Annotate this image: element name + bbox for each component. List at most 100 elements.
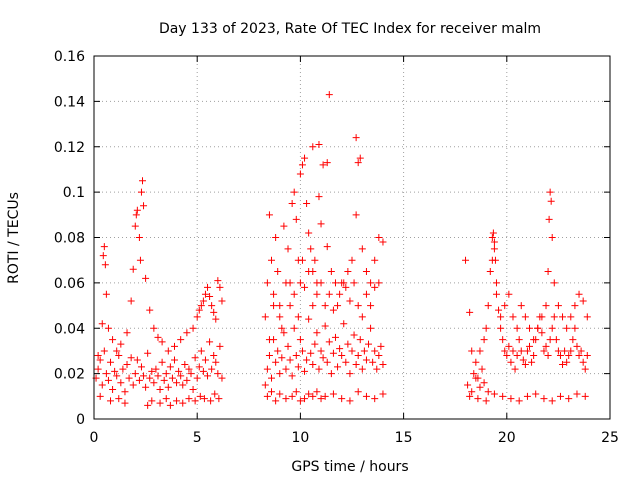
data-point	[583, 313, 591, 321]
data-point	[298, 347, 306, 355]
data-point	[109, 336, 117, 344]
data-point	[540, 395, 548, 403]
data-point	[274, 268, 282, 276]
data-point	[305, 268, 313, 276]
data-point	[546, 188, 554, 196]
data-point	[503, 351, 511, 359]
data-point	[185, 395, 193, 403]
data-point	[338, 279, 346, 287]
data-point	[196, 392, 204, 400]
data-point	[292, 351, 300, 359]
data-point	[371, 395, 379, 403]
data-point	[495, 306, 503, 314]
data-point	[133, 356, 141, 364]
data-point	[164, 347, 172, 355]
data-point	[546, 336, 554, 344]
data-point	[317, 347, 325, 355]
data-point	[107, 397, 115, 405]
data-point	[489, 229, 497, 237]
data-point	[177, 372, 185, 380]
data-point	[183, 329, 191, 337]
data-point	[311, 256, 319, 264]
data-point	[282, 395, 290, 403]
data-point	[96, 392, 104, 400]
axis-ticks	[93, 55, 611, 420]
data-point	[123, 329, 131, 337]
data-point	[482, 397, 490, 405]
data-point	[540, 347, 548, 355]
data-point	[472, 358, 480, 366]
data-point	[371, 283, 379, 291]
data-point	[325, 91, 333, 99]
data-point	[313, 388, 321, 396]
data-point	[208, 302, 216, 310]
data-point	[462, 256, 470, 264]
data-point	[156, 399, 164, 407]
grid-lines	[94, 56, 610, 419]
data-point	[212, 315, 220, 323]
data-point	[206, 338, 214, 346]
x-tick-label: 0	[90, 430, 99, 446]
y-axis-label: ROTI / TECUs	[6, 192, 22, 284]
data-point	[358, 313, 366, 321]
data-point	[286, 302, 294, 310]
data-point	[534, 324, 542, 332]
data-point	[303, 199, 311, 207]
data-point	[268, 256, 276, 264]
data-point	[488, 234, 496, 241]
data-point	[272, 234, 280, 241]
data-point	[362, 392, 370, 400]
data-point	[137, 363, 145, 371]
data-point	[96, 356, 104, 364]
data-point	[98, 381, 106, 389]
data-point	[342, 283, 350, 291]
data-point	[552, 336, 560, 344]
data-point	[371, 347, 379, 355]
data-point	[99, 252, 107, 260]
data-point	[160, 376, 168, 384]
data-point	[319, 161, 327, 169]
data-point	[365, 340, 373, 348]
data-point	[334, 363, 342, 371]
data-point	[329, 306, 337, 314]
data-point	[278, 324, 286, 332]
data-point	[288, 392, 296, 400]
data-point	[338, 351, 346, 359]
data-point	[125, 374, 133, 382]
x-tick-labels: 0 5 10 15 20 25	[90, 430, 619, 446]
data-point	[571, 324, 579, 332]
data-point	[301, 154, 309, 162]
data-point	[272, 397, 280, 405]
data-point	[276, 302, 284, 310]
data-point	[210, 351, 218, 359]
data-point	[204, 372, 212, 380]
data-point	[296, 279, 304, 287]
y-tick-labels: 0 0.02 0.04 0.06 0.08 0.1 0.12 0.14 0.16	[54, 49, 85, 428]
data-point	[559, 361, 567, 369]
x-tick-label: 10	[291, 430, 309, 446]
data-point	[154, 333, 162, 341]
data-point	[154, 372, 162, 380]
data-point	[278, 354, 286, 362]
data-point	[276, 370, 284, 378]
data-point	[356, 154, 364, 162]
data-point	[193, 374, 201, 382]
data-point	[270, 302, 278, 310]
data-point	[268, 388, 276, 396]
data-point	[121, 388, 129, 396]
data-point	[132, 211, 140, 219]
data-point	[191, 397, 199, 405]
data-point	[270, 290, 278, 298]
data-point	[290, 290, 298, 298]
data-point	[146, 374, 154, 382]
data-point	[301, 367, 309, 375]
data-point	[309, 302, 317, 310]
data-point	[146, 306, 154, 314]
data-point	[336, 290, 344, 298]
data-point	[181, 361, 189, 369]
y-tick-label: 0.12	[54, 140, 85, 156]
data-point	[208, 365, 216, 373]
data-point	[526, 342, 534, 350]
